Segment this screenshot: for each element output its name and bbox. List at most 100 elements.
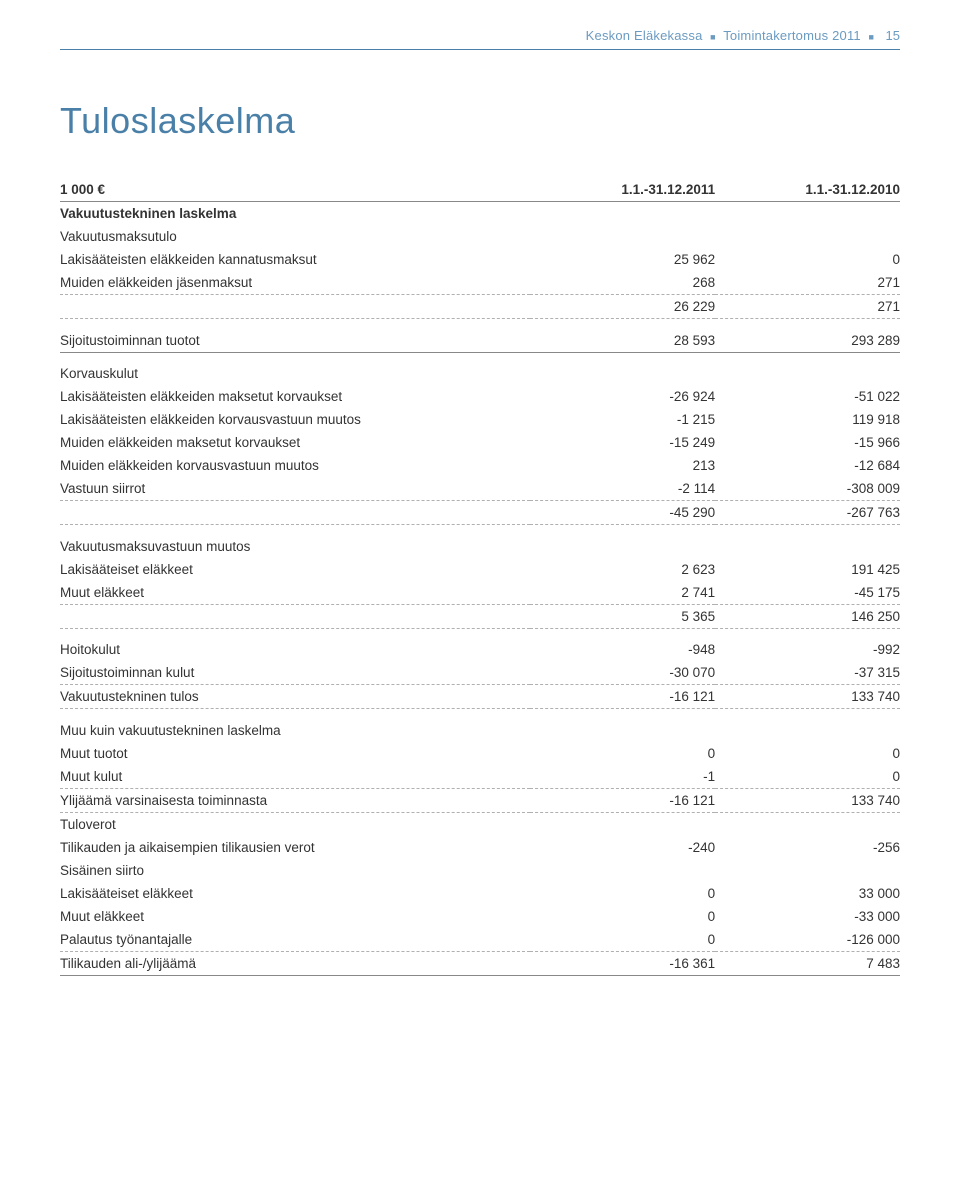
value-col-1: 2 741 [530,581,715,605]
table-row: Lakisääteisten eläkkeiden maksetut korva… [60,385,900,408]
value-col-2: 0 [715,248,900,271]
table-row: Lakisääteisten eläkkeiden korvausvastuun… [60,408,900,431]
separator-icon: ■ [710,32,715,42]
table-row: Muut eläkkeet2 741-45 175 [60,581,900,605]
row-label [60,501,530,525]
value-col-2: -992 [715,638,900,661]
section-heading: Vakuutustekninen laskelma [60,202,900,226]
table-row: Palautus työnantajalle0-126 000 [60,928,900,952]
value-col-1: -1 [530,765,715,789]
value-col-1: -15 249 [530,431,715,454]
value-col-2 [715,362,900,385]
row-label: Muiden eläkkeiden maksetut korvaukset [60,431,530,454]
value-col-1 [530,362,715,385]
table-row: Hoitokulut-948-992 [60,638,900,661]
value-col-2: -12 684 [715,454,900,477]
value-col-2: -256 [715,836,900,859]
value-col-1: 0 [530,882,715,905]
row-label [60,604,530,628]
income-statement-table: 1 000 €1.1.-31.12.20111.1.-31.12.2010Vak… [60,178,900,976]
section-subheading: Vakuutusmaksuvastuun muutos [60,535,900,558]
value-col-1: 0 [530,928,715,952]
value-col-2: 191 425 [715,558,900,581]
value-col-2: -51 022 [715,385,900,408]
row-label: Muiden eläkkeiden jäsenmaksut [60,271,530,295]
row-label: Lakisääteisten eläkkeiden kannatusmaksut [60,248,530,271]
brand: Keskon Eläkekassa [586,28,703,43]
value-col-2: 293 289 [715,329,900,353]
table-row: Muut tuotot00 [60,742,900,765]
report-title: Toimintakertomus 2011 [723,28,861,43]
table-row: 5 365146 250 [60,604,900,628]
section-subheading: Tuloverot [60,812,900,836]
value-col-1: -2 114 [530,477,715,501]
value-col-2: -15 966 [715,431,900,454]
table-row: -45 290-267 763 [60,501,900,525]
spacer-row [60,709,900,719]
row-label: Sijoitustoiminnan tuotot [60,329,530,353]
value-col-2: -33 000 [715,905,900,928]
value-col-1 [530,859,715,882]
value-col-1: 0 [530,905,715,928]
row-label: Muu kuin vakuutustekninen laskelma [60,719,530,742]
value-col-1 [530,202,715,226]
spacer-row [60,352,900,362]
table-row: Lakisääteiset eläkkeet033 000 [60,882,900,905]
table-row: Muiden eläkkeiden korvausvastuun muutos2… [60,454,900,477]
value-col-2: 0 [715,765,900,789]
value-col-2 [715,225,900,248]
row-label: Vakuutusmaksutulo [60,225,530,248]
row-label: Tuloverot [60,812,530,836]
value-col-1 [530,812,715,836]
row-label: Vakuutusmaksuvastuun muutos [60,535,530,558]
section-subheading: Muu kuin vakuutustekninen laskelma [60,719,900,742]
value-col-2: 271 [715,295,900,319]
table-row: Muiden eläkkeiden maksetut korvaukset-15… [60,431,900,454]
value-col-1: 5 365 [530,604,715,628]
value-col-1: -16 361 [530,951,715,975]
value-col-1: 213 [530,454,715,477]
row-label: Tilikauden ja aikaisempien tilikausien v… [60,836,530,859]
value-col-1: 268 [530,271,715,295]
value-col-1: 0 [530,742,715,765]
row-label: Muut tuotot [60,742,530,765]
value-col-2: -267 763 [715,501,900,525]
value-col-2: -37 315 [715,661,900,685]
row-label: Ylijäämä varsinaisesta toiminnasta [60,788,530,812]
value-col-1: -16 121 [530,788,715,812]
value-col-1: 25 962 [530,248,715,271]
section-subheading: Korvauskulut [60,362,900,385]
row-label: Lakisääteisten eläkkeiden maksetut korva… [60,385,530,408]
row-label: Tilikauden ali-/ylijäämä [60,951,530,975]
value-col-2 [715,859,900,882]
value-col-1: -948 [530,638,715,661]
value-col-2: -45 175 [715,581,900,605]
value-col-2: -126 000 [715,928,900,952]
value-col-1 [530,225,715,248]
table-row: Vastuun siirrot-2 114-308 009 [60,477,900,501]
period-1-header: 1.1.-31.12.2011 [530,178,715,202]
spacer-row [60,628,900,638]
value-col-2 [715,535,900,558]
row-label: Muut eläkkeet [60,581,530,605]
value-col-2 [715,202,900,226]
value-col-1: -240 [530,836,715,859]
value-col-2: 133 740 [715,788,900,812]
page-title: Tuloslaskelma [60,100,900,142]
table-row: Muiden eläkkeiden jäsenmaksut268271 [60,271,900,295]
table-row: Tilikauden ja aikaisempien tilikausien v… [60,836,900,859]
table-row: Lakisääteiset eläkkeet2 623191 425 [60,558,900,581]
value-col-2: 33 000 [715,882,900,905]
section-subheading: Vakuutusmaksutulo [60,225,900,248]
row-label: Hoitokulut [60,638,530,661]
value-col-2 [715,719,900,742]
row-label: Sisäinen siirto [60,859,530,882]
table-row: Vakuutustekninen tulos-16 121133 740 [60,685,900,709]
row-label [60,295,530,319]
value-col-1: 28 593 [530,329,715,353]
spacer-row [60,525,900,535]
row-label: Lakisääteiset eläkkeet [60,558,530,581]
table-row: Muut kulut-10 [60,765,900,789]
value-col-1: -16 121 [530,685,715,709]
row-label: Sijoitustoiminnan kulut [60,661,530,685]
